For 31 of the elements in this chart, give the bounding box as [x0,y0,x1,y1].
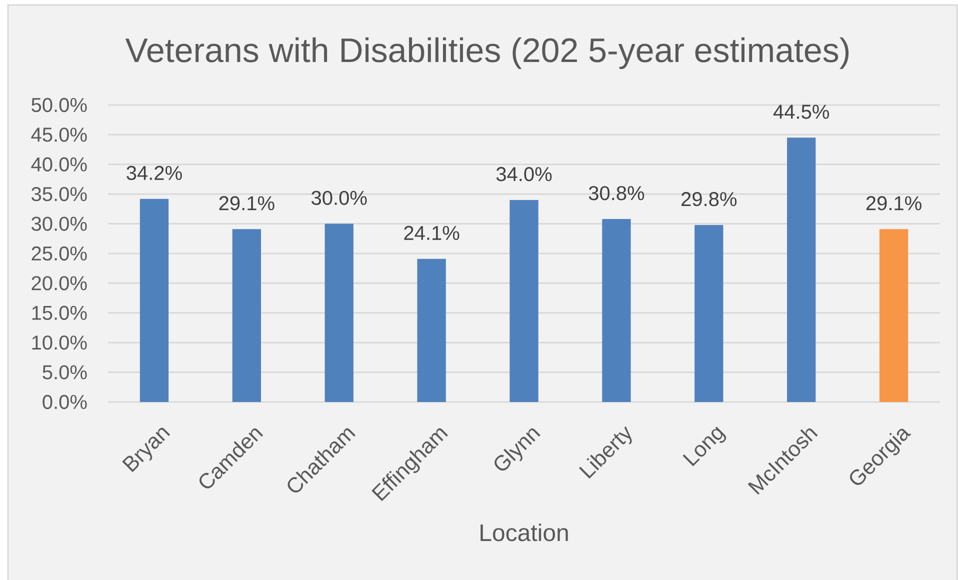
y-tick-label: 20.0% [32,276,87,290]
x-axis-title: Location [480,524,568,542]
data-label: 44.5% [773,104,829,119]
y-tick-label: 35.0% [32,187,87,202]
data-label: 30.0% [312,190,367,205]
bar [140,198,169,402]
bar [232,229,262,402]
bar [694,224,724,402]
y-tick-label: 0.0% [42,394,87,410]
bar [417,258,446,402]
y-tick-label: 30.0% [32,216,87,231]
y-tick-label: 45.0% [31,128,87,142]
bar [510,200,538,402]
data-label: 29.8% [682,192,737,206]
bar [324,224,354,402]
chart-title: Veterans with Disabilities (202 5-year estimates) [125,37,849,70]
y-tick-label: 5.0% [42,365,87,380]
y-tick-label: 40.0% [31,157,87,172]
y-tick-label: 50.0% [32,98,87,112]
data-label: 29.1% [219,196,274,210]
y-tick-label: 10.0% [32,336,87,350]
data-label: 34.2% [126,166,182,180]
data-label: 24.1% [404,226,460,240]
bar [879,229,908,402]
data-label: 29.1% [866,196,922,210]
data-label: 30.8% [588,186,644,200]
bar [602,219,631,402]
bar [787,138,816,402]
data-label: 34.0% [496,167,552,182]
y-tick-label: 15.0% [32,306,87,320]
y-tick-label: 25.0% [32,246,87,261]
